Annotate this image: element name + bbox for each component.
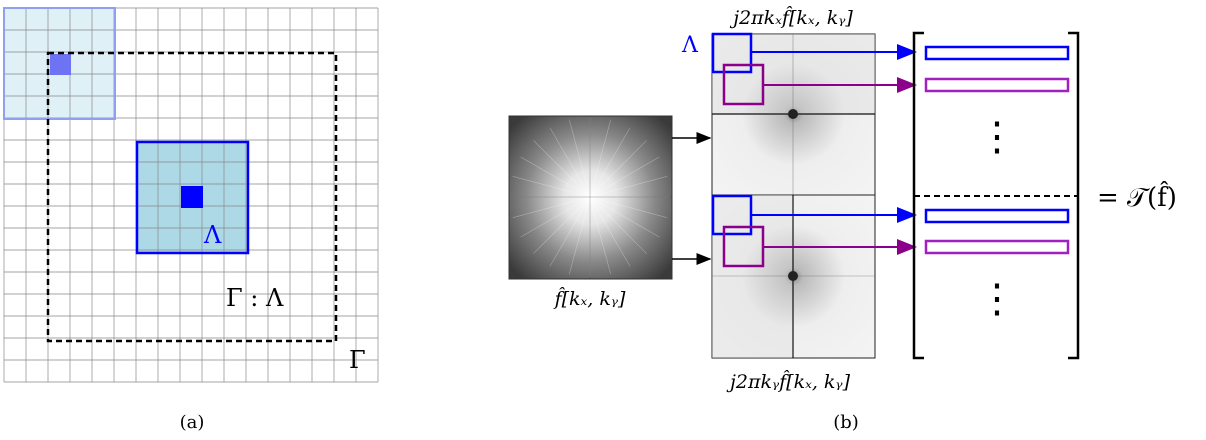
lambda-label: Λ [203,221,222,249]
lambda-label-b: Λ [681,33,699,58]
matrix-ellipsis-top: ⋮ [977,114,1017,160]
main-center-square [181,186,203,208]
matrix-ellipsis-bottom: ⋮ [977,276,1017,322]
input-label: f̂[kₓ, kᵧ] [553,287,626,310]
matrix-row-bottom-blue [924,208,1070,224]
caption-a: (a) [180,412,205,433]
matrix-row-bottom-purple [924,239,1070,255]
gamma-label: Γ [349,346,366,374]
result-label: = 𝒯(f̂) [1097,181,1177,213]
caption-b: (b) [833,412,859,433]
panel-a: Λ Γ : Λ Γ (a) [3,7,380,433]
dashed-boundary [46,51,338,343]
light-window-border [3,7,116,120]
matrix-row-top-blue [924,45,1070,61]
input-fft-image [508,115,673,280]
main-window-border [135,140,250,255]
light-center-square [50,54,71,75]
top-derivative-label: j2πkₓf̂[kₓ, kᵧ] [729,6,853,29]
bottom-derivative-image [711,194,876,359]
top-derivative-image [711,33,876,196]
gamma-lambda-label: Γ : Λ [226,284,284,312]
matrix-row-top-purple [924,77,1070,93]
bottom-derivative-label: j2πkᵧf̂[kₓ, kᵧ] [726,370,851,393]
panel-b: f̂[kₓ, kᵧ] j2πkₓf̂[kₓ, kᵧ] j2πkᵧf̂[kₓ, k… [508,6,1177,433]
